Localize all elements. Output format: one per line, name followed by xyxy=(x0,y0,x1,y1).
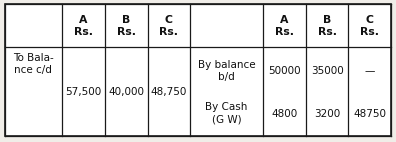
Text: 40,000: 40,000 xyxy=(108,87,144,97)
Text: B
Rs.: B Rs. xyxy=(117,15,136,36)
Text: A
Rs.: A Rs. xyxy=(74,15,93,36)
Text: 50000: 50000 xyxy=(268,66,301,76)
Text: —: — xyxy=(365,66,375,76)
Text: 48750: 48750 xyxy=(353,109,386,119)
Text: By balance
b/d: By balance b/d xyxy=(198,60,255,82)
Text: 48,750: 48,750 xyxy=(151,87,187,97)
Text: To Bala-
nce c/d: To Bala- nce c/d xyxy=(13,53,54,75)
Text: 3200: 3200 xyxy=(314,109,340,119)
Text: 35000: 35000 xyxy=(311,66,343,76)
Text: C
Rs.: C Rs. xyxy=(160,15,179,36)
Text: 4800: 4800 xyxy=(271,109,297,119)
Text: A
Rs.: A Rs. xyxy=(275,15,294,36)
Text: B
Rs.: B Rs. xyxy=(318,15,337,36)
Text: 57,500: 57,500 xyxy=(65,87,101,97)
Text: By Cash
(G W): By Cash (G W) xyxy=(206,102,248,125)
Text: C
Rs.: C Rs. xyxy=(360,15,379,36)
